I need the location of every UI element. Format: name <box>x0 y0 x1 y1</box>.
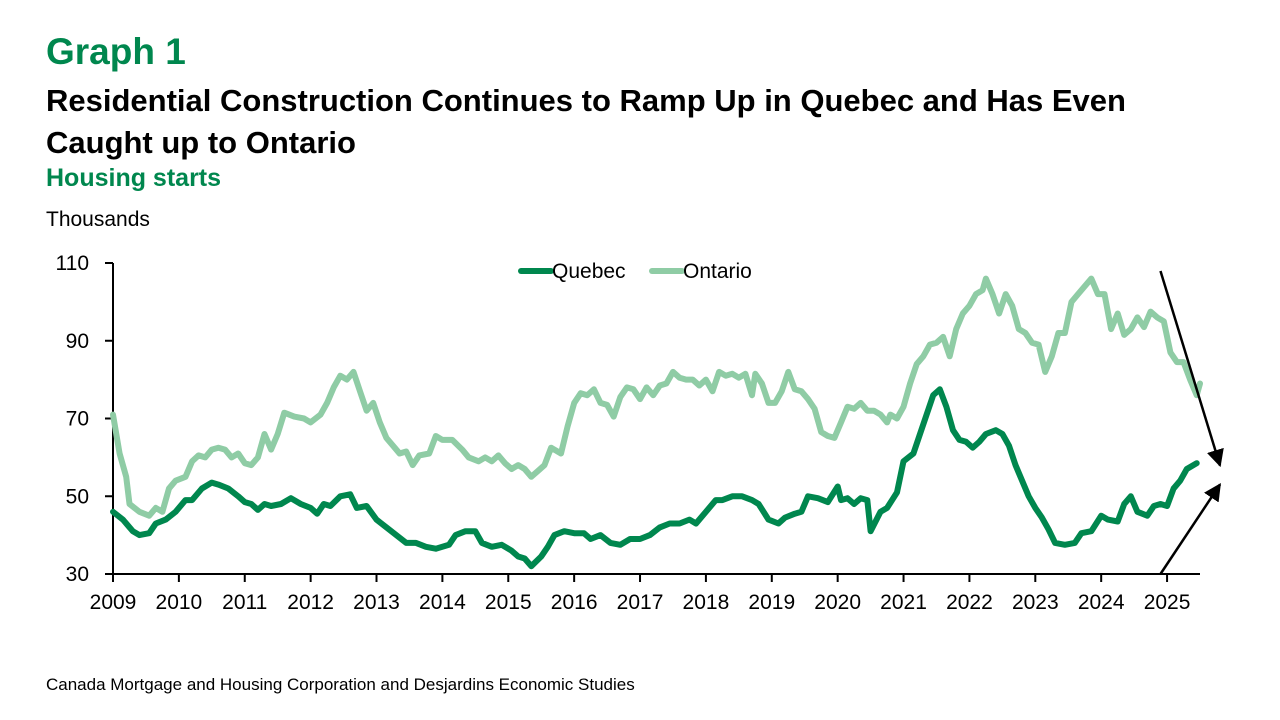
trend-arrow <box>1159 483 1222 575</box>
annotations <box>1159 270 1224 575</box>
y-tick-label: 90 <box>66 330 89 353</box>
chart-subtitle: Housing starts <box>46 164 222 192</box>
y-tick-label: 30 <box>66 563 89 586</box>
series-line-ontario <box>110 275 1203 519</box>
x-tick-label: 2022 <box>946 591 993 614</box>
y-tick-label: 70 <box>66 408 89 431</box>
x-tick-label: 2024 <box>1078 591 1125 614</box>
x-tick-label: 2016 <box>551 591 598 614</box>
y-tick-label: 50 <box>66 485 89 508</box>
x-tick-label: 2014 <box>419 591 466 614</box>
y-tick-label: 110 <box>56 252 89 275</box>
x-tick-label: 2013 <box>353 591 400 614</box>
x-tick-label: 2017 <box>617 591 664 614</box>
y-axis-unit-label: Thousands <box>46 208 150 231</box>
x-tick-label: 2019 <box>748 591 795 614</box>
graph-label: Graph 1 <box>46 31 186 72</box>
x-tick-label: 2010 <box>156 591 203 614</box>
source-note: Canada Mortgage and Housing Corporation … <box>46 675 635 694</box>
x-tick-label: 2018 <box>683 591 730 614</box>
x-tick-label: 2011 <box>222 591 267 614</box>
line-chart: 30 50 70 90 110 2009 2010 2011 2012 2013 2014 2015… <box>56 252 1224 614</box>
x-tick-label: 2021 <box>880 591 927 614</box>
x-axis: 2009 2010 2011 2012 2013 2014 2015 2016 2017 2018… <box>90 573 1200 614</box>
series-line-quebec <box>110 386 1200 570</box>
x-tick-label: 2009 <box>90 591 137 614</box>
x-tick-label: 2025 <box>1144 591 1191 614</box>
legend-label-quebec: Quebec <box>552 260 626 283</box>
x-tick-label: 2015 <box>485 591 532 614</box>
series-layer <box>110 275 1203 570</box>
x-tick-label: 2020 <box>814 591 861 614</box>
x-tick-label: 2023 <box>1012 591 1059 614</box>
legend-label-ontario: Ontario <box>683 260 752 283</box>
chart-title: Residential Construction Continues to Ra… <box>46 83 1126 160</box>
x-tick-label: 2012 <box>287 591 334 614</box>
legend: Quebec Ontario <box>518 260 752 283</box>
y-axis: 30 50 70 90 110 <box>56 252 114 586</box>
trend-arrow <box>1159 270 1224 468</box>
